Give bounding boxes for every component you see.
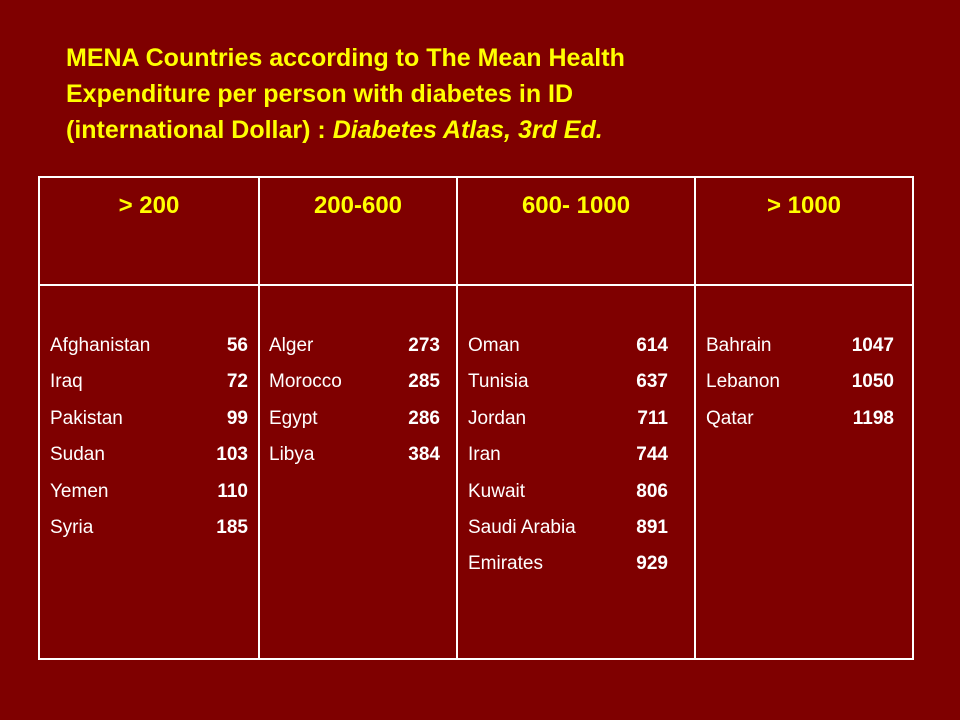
country-row: Iraq 72 <box>50 364 248 400</box>
country-name: Alger <box>269 335 314 356</box>
country-value: 1050 <box>851 371 894 393</box>
title-line-3-prefix: (international Dollar) : <box>66 116 333 144</box>
country-name: Bahrain <box>706 335 772 356</box>
country-name: Morocco <box>269 371 342 393</box>
country-name: Jordan <box>468 407 527 429</box>
country-row: Jordan 711 <box>468 401 668 437</box>
country-value: 185 <box>216 517 248 539</box>
country-value: 110 <box>217 480 248 502</box>
title-line-2: Expenditure per person with diabetes in … <box>66 80 574 108</box>
header-under-200: > 200 <box>38 176 260 286</box>
country-name: Pakistan <box>50 407 123 429</box>
column-600-1000: Oman 614 Tunisia 637 Jordan 711 Iran 744 Kuwait 8… <box>456 284 696 660</box>
country-name: Saudi Arabia <box>468 517 576 539</box>
header-over-1000: > 1000 <box>694 176 914 286</box>
country-list-600-1000: Oman 614 Tunisia 637 Jordan 711 Iran 744 Kuwait 8… <box>468 328 668 583</box>
header-row: > 200 200-600 600- 1000 > 1000 <box>38 176 914 286</box>
title-line-1: MENA Countries according to The Mean Hea… <box>66 44 625 72</box>
country-name: Kuwait <box>468 480 526 502</box>
country-name: Iran <box>468 444 501 466</box>
column-over-1000: Bahrain 1047 Lebanon 1050 Qatar 1198 <box>694 284 914 660</box>
country-value: 744 <box>636 444 668 466</box>
title-line-3: (international Dollar) : Diabetes Atlas,… <box>66 112 926 148</box>
country-name: Libya <box>269 444 315 466</box>
country-row: Syria 185 <box>50 510 248 546</box>
country-value: 286 <box>408 407 440 429</box>
country-row: Pakistan 99 <box>50 401 248 437</box>
country-row: Saudi Arabia 891 <box>468 510 668 546</box>
country-row: Emirates 929 <box>468 546 668 582</box>
country-row: Egypt 286 <box>269 401 440 437</box>
header-600-1000: 600- 1000 <box>456 176 696 286</box>
header-200-600: 200-600 <box>258 176 458 286</box>
country-row: Sudan 103 <box>50 437 248 473</box>
country-row: Alger 273 <box>269 328 440 364</box>
country-value: 891 <box>636 517 668 539</box>
title-source: Diabetes Atlas, 3rd Ed. <box>332 116 603 144</box>
column-200-600: Alger 273 Morocco 285 Egypt 286 Libya 384 <box>258 284 458 660</box>
country-value: 384 <box>408 444 440 466</box>
country-row: Morocco 285 <box>269 364 440 400</box>
country-value: 99 <box>226 407 248 429</box>
country-row: Libya 384 <box>269 437 440 473</box>
country-value: 56 <box>226 335 248 356</box>
country-value: 929 <box>636 553 668 575</box>
country-name: Afghanistan <box>50 335 151 356</box>
country-row: Iran 744 <box>468 437 668 473</box>
country-row: Yemen 110 <box>50 474 248 510</box>
country-row: Bahrain 1047 <box>706 328 894 364</box>
country-list-200-600: Alger 273 Morocco 285 Egypt 286 Libya 384 <box>269 328 440 474</box>
country-value: 103 <box>216 444 248 466</box>
country-value: 711 <box>637 407 668 429</box>
country-name: Sudan <box>50 444 105 466</box>
country-value: 285 <box>408 371 440 393</box>
country-value: 1198 <box>852 407 894 429</box>
country-list-under-200: Afghanistan 56 Iraq 72 Pakistan 99 Sudan 103 Yem… <box>50 328 248 546</box>
country-name: Qatar <box>706 407 754 429</box>
country-value: 637 <box>636 371 668 393</box>
country-value: 1047 <box>851 335 894 356</box>
country-name: Iraq <box>50 371 83 393</box>
country-row: Kuwait 806 <box>468 474 668 510</box>
column-under-200: Afghanistan 56 Iraq 72 Pakistan 99 Sudan 103 Yem… <box>38 284 260 660</box>
country-row: Oman 614 <box>468 328 668 364</box>
country-name: Yemen <box>50 480 109 502</box>
country-row: Afghanistan 56 <box>50 328 248 364</box>
country-name: Syria <box>50 517 94 539</box>
expenditure-table: > 200 200-600 600- 1000 > 1000 Afghanist… <box>38 176 914 660</box>
country-value: 806 <box>636 480 668 502</box>
body-row: Afghanistan 56 Iraq 72 Pakistan 99 Sudan 103 Yem… <box>38 284 914 660</box>
slide-title: MENA Countries according to The Mean Hea… <box>66 40 926 148</box>
country-row: Qatar 1198 <box>706 401 894 437</box>
country-value: 614 <box>636 335 668 356</box>
country-name: Tunisia <box>468 371 529 393</box>
country-row: Tunisia 637 <box>468 364 668 400</box>
country-name: Oman <box>468 335 520 356</box>
country-list-over-1000: Bahrain 1047 Lebanon 1050 Qatar 1198 <box>706 328 894 437</box>
country-name: Lebanon <box>706 371 780 393</box>
country-value: 273 <box>408 335 440 356</box>
country-name: Emirates <box>468 553 543 575</box>
country-value: 72 <box>226 371 248 393</box>
country-name: Egypt <box>269 407 318 429</box>
country-row: Lebanon 1050 <box>706 364 894 400</box>
